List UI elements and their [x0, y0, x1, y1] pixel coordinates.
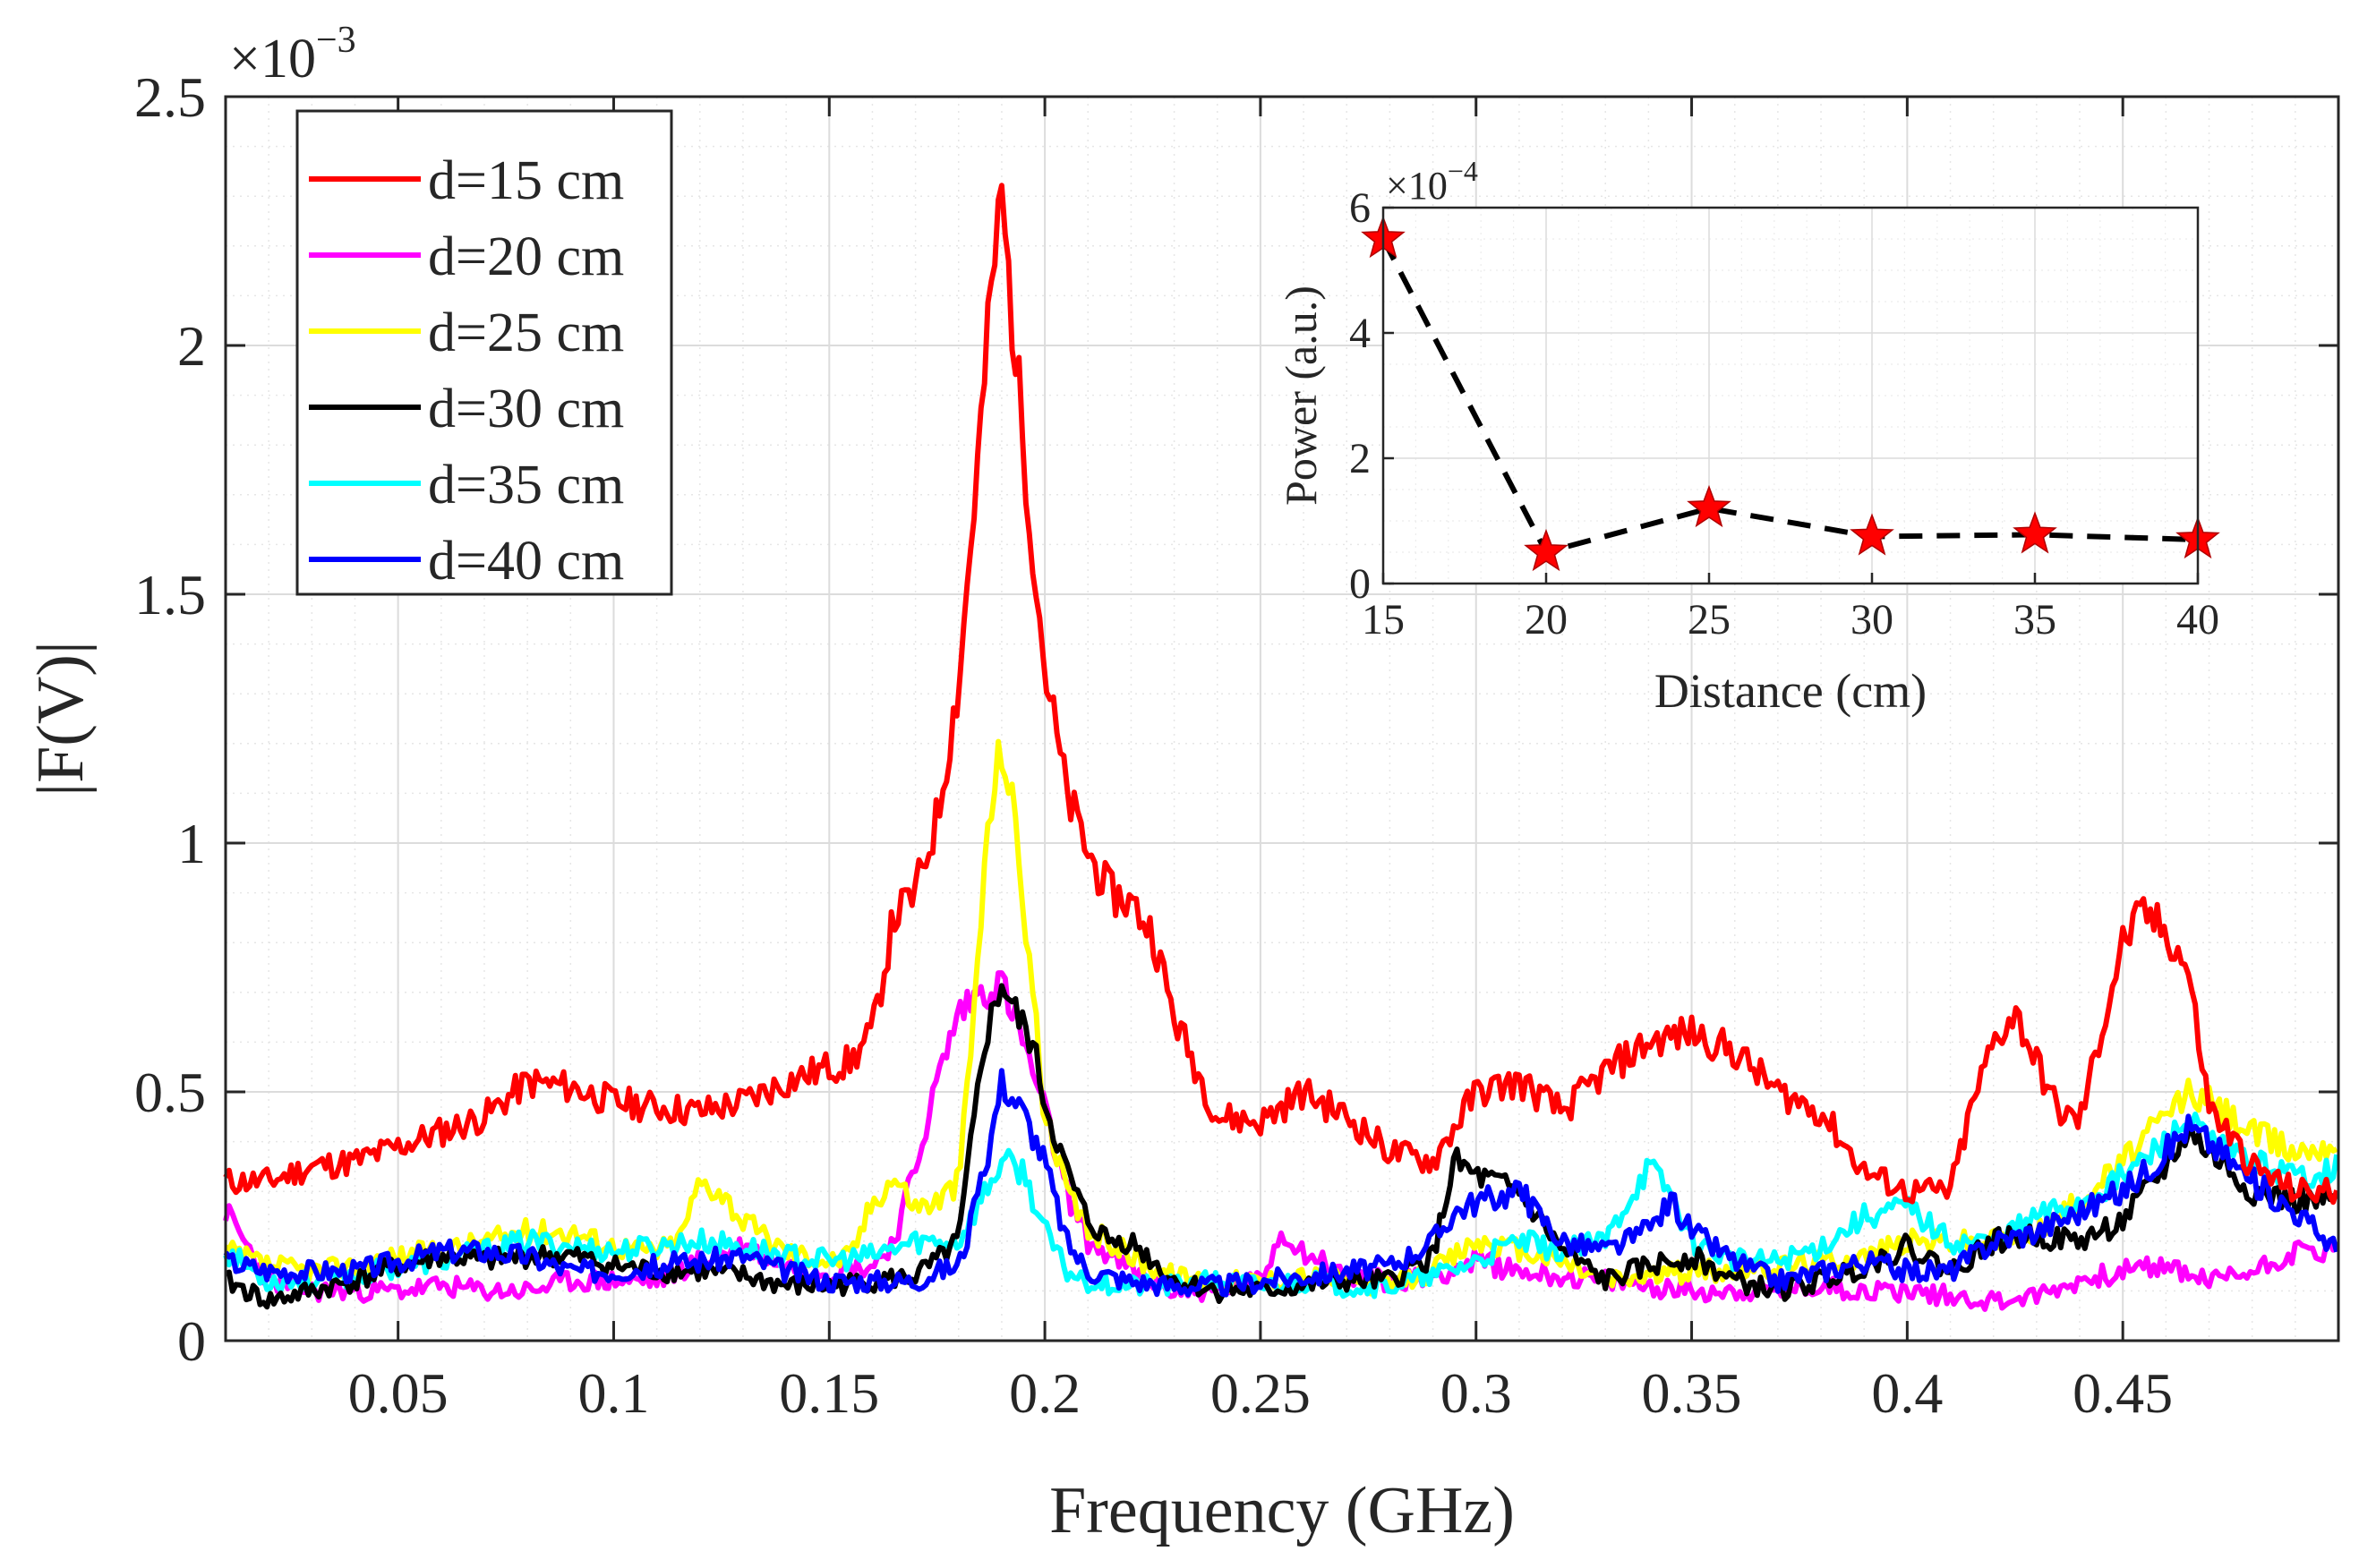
inset-y-exponent-base: ×10 — [1386, 164, 1448, 208]
main-ticks — [226, 95, 2338, 1342]
main-x-tick-label: 0.45 — [2073, 1361, 2173, 1425]
inset-x-tick-label: 40 — [2176, 596, 2219, 643]
main-plot-frame — [224, 95, 2340, 1342]
inset-x-tick-label: 25 — [1688, 596, 1731, 643]
inset-data-point-star — [1687, 484, 1731, 528]
inset-x-tick-labels: 15 20 25 30 35 40 — [1362, 596, 2219, 643]
main-y-exponent-base: ×10 — [229, 29, 316, 89]
main-x-tick-labels: 0.05 0.1 0.15 0.2 0.25 0.3 0.35 0.4 0.45 — [348, 1361, 2174, 1425]
main-x-tick-label: 0.3 — [1440, 1361, 1512, 1425]
legend-box — [295, 109, 673, 596]
main-x-tick-label: 0.15 — [779, 1361, 879, 1425]
main-x-tick-label: 0.4 — [1871, 1361, 1943, 1425]
series-line-d-15-cm — [223, 183, 2339, 1206]
inset-plot: 15 20 25 30 35 40 0 2 4 6 Distance (cm) Power (a… — [1276, 155, 2220, 718]
main-y-axis-title: |F(V)| — [24, 641, 98, 797]
main-y-tick-label: 1.5 — [134, 563, 206, 626]
main-y-exponent-power: −3 — [316, 20, 356, 61]
legend: d=15 cm d=20 cm d=25 cm d=30 cm d=35 cm d=40 … — [295, 109, 673, 596]
main-y-tick-label: 0 — [177, 1309, 206, 1373]
legend-items: d=15 cm d=20 cm d=25 cm d=30 cm d=35 cm d=40 … — [309, 150, 624, 592]
series-line-d-20-cm — [223, 970, 2339, 1312]
inset-y-exponent: ×10−4 — [1386, 155, 1478, 208]
main-x-tick-label: 0.2 — [1009, 1361, 1081, 1425]
inset-y-tick-label: 4 — [1349, 310, 1371, 357]
inset-y-tick-labels: 0 2 4 6 — [1349, 184, 1371, 608]
main-series — [223, 183, 2340, 1312]
inset-x-tick-label: 30 — [1850, 596, 1893, 643]
main-x-tick-label: 0.35 — [1642, 1361, 1742, 1425]
inset-ticks — [1381, 206, 2200, 585]
main-y-tick-label: 2 — [177, 314, 206, 378]
inset-y-axis-title: Power (a.u.) — [1276, 285, 1326, 506]
inset-power-line — [1380, 237, 2199, 556]
inset-x-tick-label: 15 — [1362, 596, 1405, 643]
inset-x-tick-label: 20 — [1525, 596, 1568, 643]
series-line-d-40-cm — [223, 1068, 2340, 1298]
inset-minor-grid — [1383, 208, 2198, 584]
inset-y-exponent-power: −4 — [1448, 155, 1478, 187]
inset-data-point-star — [2013, 511, 2057, 554]
main-y-tick-label: 0.5 — [134, 1061, 206, 1124]
legend-label: d=40 cm — [428, 531, 624, 592]
inset-x-tick-label: 35 — [2013, 596, 2056, 643]
legend-label: d=15 cm — [428, 150, 624, 211]
legend-label: d=35 cm — [428, 455, 624, 516]
main-x-tick-label: 0.1 — [577, 1361, 649, 1425]
inset-y-tick-label: 6 — [1349, 184, 1371, 232]
main-y-tick-label: 2.5 — [134, 65, 206, 129]
main-y-tick-labels: 0 0.5 1 1.5 2 2.5 — [134, 65, 206, 1373]
inset-series — [1361, 215, 2220, 572]
legend-label: d=20 cm — [428, 226, 624, 287]
inset-data-point-star — [1850, 513, 1894, 556]
legend-label: d=30 cm — [428, 379, 624, 439]
main-y-tick-label: 1 — [177, 812, 206, 875]
inset-y-tick-label: 2 — [1349, 435, 1371, 482]
main-x-tick-label: 0.05 — [348, 1361, 449, 1425]
inset-data-point-star — [1524, 528, 1568, 572]
main-y-exponent: ×10−3 — [229, 20, 356, 89]
inset-y-tick-label: 0 — [1349, 560, 1371, 608]
main-x-axis-title: Frequency (GHz) — [1049, 1474, 1515, 1547]
inset-plot-frame — [1381, 206, 2200, 585]
legend-label: d=25 cm — [428, 303, 624, 363]
inset-grid — [1383, 208, 2198, 584]
main-x-tick-label: 0.25 — [1210, 1361, 1311, 1425]
inset-x-axis-title: Distance (cm) — [1654, 664, 1927, 718]
